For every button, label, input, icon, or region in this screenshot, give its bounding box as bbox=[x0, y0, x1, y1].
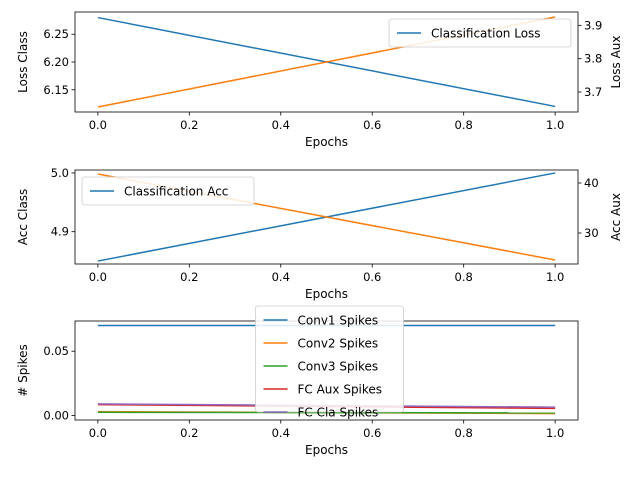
x-tick-label: 1.0 bbox=[546, 118, 564, 132]
y-tick-label: 6.25 bbox=[43, 27, 69, 41]
x-tick-label: 0.0 bbox=[89, 270, 107, 284]
x-tick-label: 1.0 bbox=[546, 270, 564, 284]
x-tick-label: 0.6 bbox=[363, 118, 381, 132]
y-right-tick-label: 3.9 bbox=[584, 18, 602, 32]
legend-entry: Classification Acc bbox=[124, 185, 228, 199]
x-axis-label: Epochs bbox=[305, 135, 348, 149]
legend-entry: FC Cla Spikes bbox=[298, 406, 379, 420]
x-tick-label: 0.8 bbox=[455, 270, 473, 284]
y-tick-label: 0.00 bbox=[43, 409, 69, 423]
x-axis-label: Epochs bbox=[305, 443, 348, 457]
legend: Classification Loss bbox=[388, 18, 572, 48]
legend-box bbox=[255, 305, 404, 413]
x-tick-label: 1.0 bbox=[546, 426, 564, 440]
x-tick-label: 0.8 bbox=[455, 118, 473, 132]
legend-box bbox=[388, 18, 572, 48]
legend: Classification Acc bbox=[81, 176, 255, 206]
y-tick-label: 6.15 bbox=[43, 83, 69, 97]
legend-box bbox=[81, 176, 255, 206]
legend-entry: Conv1 Spikes bbox=[298, 314, 379, 328]
y-axis-label: # Spikes bbox=[16, 344, 30, 397]
chart-2: 0.0 0.2 0.4 0.6 0.8 1.0 Epochs 4.9 5.0 Acc Class 3… bbox=[16, 166, 623, 301]
y-tick-label: 0.05 bbox=[43, 344, 69, 358]
y-right-axis-label: Loss Aux bbox=[609, 35, 623, 88]
legend-entry: FC Aux Spikes bbox=[298, 383, 383, 397]
x-tick-label: 0.0 bbox=[89, 426, 107, 440]
x-axis-label: Epochs bbox=[305, 287, 348, 301]
axes-frame bbox=[74, 169, 579, 265]
y-tick-label: 5.0 bbox=[51, 166, 69, 180]
legend: Conv1 Spikes Conv2 Spikes Conv3 Spikes FC A… bbox=[255, 305, 404, 420]
y-tick-label: 6.20 bbox=[43, 55, 69, 69]
y-right-tick-label: 30 bbox=[584, 226, 599, 240]
chart-1: 0.0 0.2 0.4 0.6 0.8 1.0 Epochs 6.15 6.20 6.25 Loss… bbox=[16, 11, 623, 149]
x-tick-label: 0.2 bbox=[180, 270, 198, 284]
x-tick-label: 0.6 bbox=[363, 270, 381, 284]
x-tick-label: 0.4 bbox=[272, 426, 290, 440]
y-right-axis-label: Acc Aux bbox=[609, 193, 623, 241]
x-tick-label: 0.2 bbox=[180, 118, 198, 132]
x-tick-label: 0.8 bbox=[455, 426, 473, 440]
y-tick-label: 4.9 bbox=[51, 225, 69, 239]
chart-3: 0.0 0.2 0.4 0.6 0.8 1.0 Epochs 0.00 0.05 # Spikes… bbox=[16, 305, 579, 457]
y-right-tick-label: 40 bbox=[584, 176, 599, 190]
x-tick-label: 0.4 bbox=[272, 270, 290, 284]
legend-entry: Classification Loss bbox=[431, 27, 541, 41]
x-tick-label: 0.2 bbox=[180, 426, 198, 440]
y-right-tick-label: 3.7 bbox=[584, 85, 602, 99]
legend-entry: Conv2 Spikes bbox=[298, 337, 379, 351]
x-tick-label: 0.4 bbox=[272, 118, 290, 132]
series-line-3-3 bbox=[97, 411, 556, 414]
y-axis-label: Loss Class bbox=[16, 31, 30, 93]
x-tick-label: 0.0 bbox=[89, 118, 107, 132]
y-axis-label: Acc Class bbox=[16, 189, 30, 246]
y-right-tick-label: 3.8 bbox=[584, 52, 602, 66]
legend-entry: Conv3 Spikes bbox=[298, 360, 379, 374]
x-tick-label: 0.6 bbox=[363, 426, 381, 440]
